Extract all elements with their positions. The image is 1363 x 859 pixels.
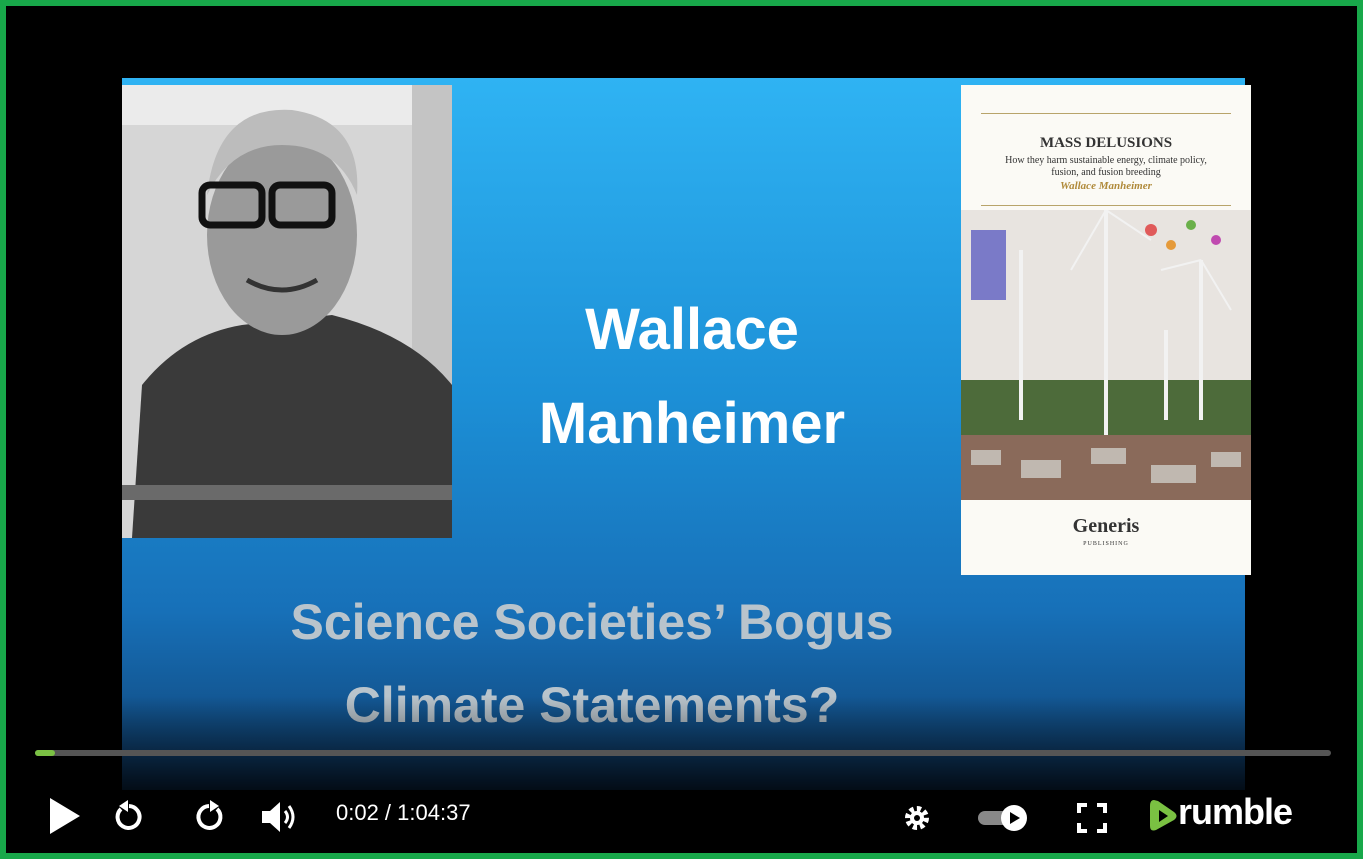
book-illustration	[961, 210, 1251, 500]
slide-headline: Science Societies’ Bogus	[122, 593, 1062, 651]
slide-name: Manheimer	[452, 390, 932, 457]
video-frame: Wallace Manheimer MASS DELUSIONS How the…	[122, 78, 1245, 790]
book-imprint: PUBLISHING	[961, 541, 1251, 547]
video-player: Wallace Manheimer MASS DELUSIONS How the…	[0, 0, 1363, 859]
progress-played	[35, 750, 55, 756]
fullscreen-button[interactable]	[1076, 802, 1108, 834]
page: Wallace Manheimer MASS DELUSIONS How the…	[0, 0, 1363, 859]
time-display: 0:02 / 1:04:37	[336, 800, 471, 826]
volume-button[interactable]	[260, 800, 300, 834]
forward-button[interactable]	[192, 799, 226, 835]
rumble-logo[interactable]: rumble	[1178, 791, 1292, 833]
book-subtitle: How they harm sustainable energy, climat…	[961, 155, 1251, 166]
book-author: Wallace Manheimer	[961, 180, 1251, 192]
play-button[interactable]	[46, 796, 82, 836]
book-publisher: Generis	[961, 515, 1251, 538]
replay-button[interactable]	[112, 799, 146, 835]
speaker-photo	[122, 85, 452, 538]
book-title: MASS DELUSIONS	[961, 135, 1251, 152]
progress-bar[interactable]	[35, 750, 1331, 756]
settings-button[interactable]	[902, 803, 932, 833]
rumble-icon[interactable]	[1146, 796, 1180, 836]
slide-name: Wallace	[452, 296, 932, 363]
book-subtitle: fusion, and fusion breeding	[961, 167, 1251, 178]
autoplay-toggle[interactable]	[976, 803, 1032, 833]
book-cover: MASS DELUSIONS How they harm sustainable…	[961, 85, 1251, 575]
